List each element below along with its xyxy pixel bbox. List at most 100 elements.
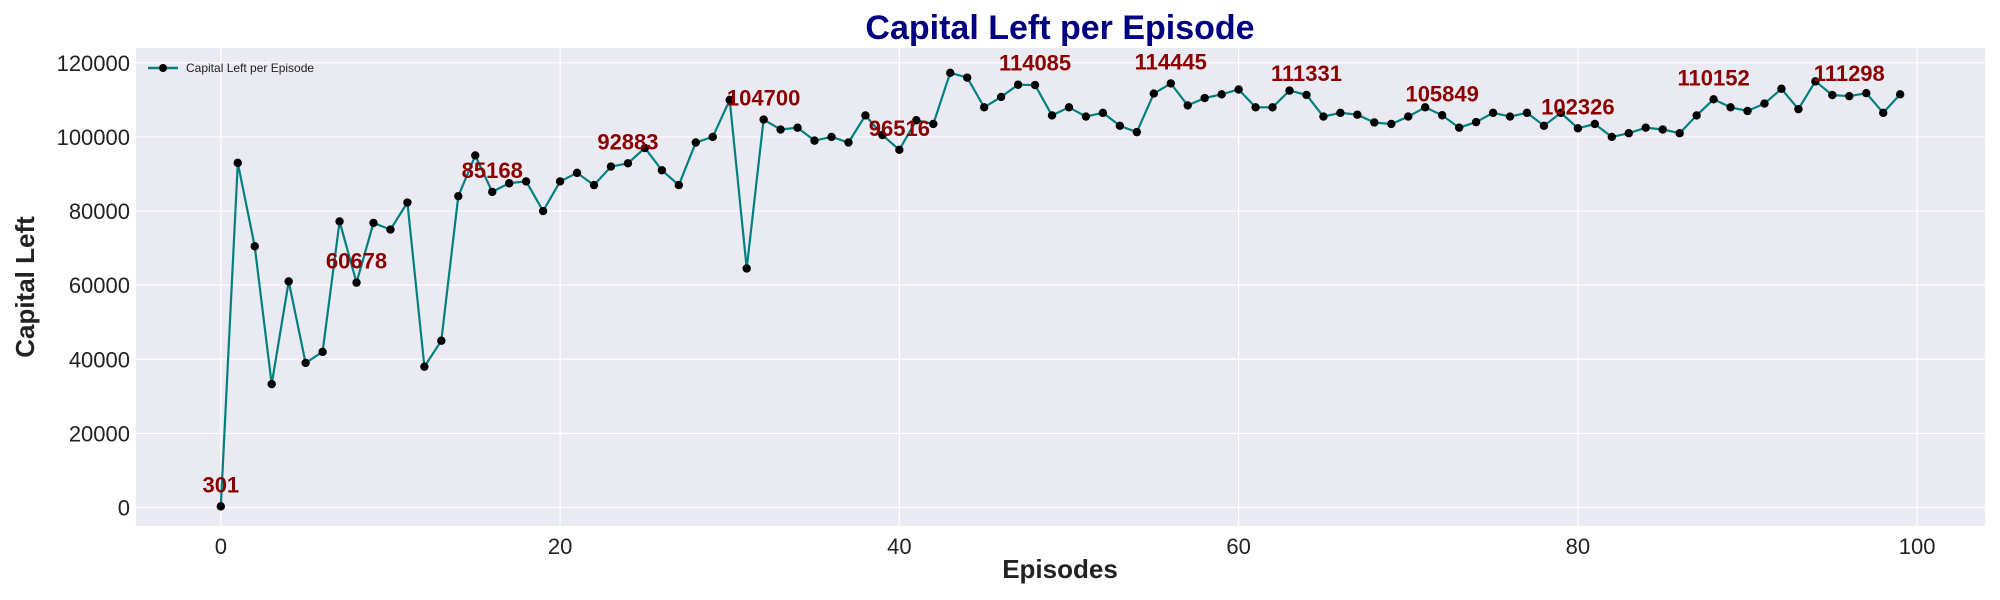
data-point bbox=[674, 180, 684, 190]
data-point bbox=[233, 158, 242, 168]
data-point bbox=[1573, 124, 1583, 133]
data-point bbox=[1285, 86, 1294, 95]
data-point bbox=[844, 138, 853, 147]
data-point bbox=[403, 198, 412, 207]
data-point bbox=[810, 136, 819, 145]
data-point bbox=[742, 264, 751, 273]
data-point bbox=[1726, 103, 1735, 112]
annotation-label: 60678 bbox=[326, 249, 387, 274]
data-point bbox=[776, 125, 785, 134]
annotation-label: 110152 bbox=[1677, 65, 1749, 90]
data-point bbox=[1709, 95, 1718, 104]
legend-label: Capital Left per Episode bbox=[186, 61, 314, 75]
data-point bbox=[878, 130, 887, 140]
data-point bbox=[1047, 111, 1057, 120]
data-point bbox=[1319, 112, 1328, 121]
data-point bbox=[488, 187, 497, 197]
data-point bbox=[1217, 90, 1226, 99]
data-point bbox=[1302, 90, 1311, 100]
data-point bbox=[1454, 123, 1464, 132]
data-point bbox=[1743, 106, 1752, 116]
data-point bbox=[606, 162, 616, 171]
data-point bbox=[267, 379, 276, 389]
data-point bbox=[912, 116, 921, 125]
y-tick-label: 20000 bbox=[69, 421, 130, 446]
data-point bbox=[1336, 108, 1345, 118]
data-point bbox=[929, 119, 938, 129]
data-point bbox=[1879, 108, 1888, 118]
data-point bbox=[1030, 80, 1040, 90]
y-tick-label: 60000 bbox=[69, 273, 130, 298]
y-tick-label: 80000 bbox=[69, 199, 130, 224]
data-point bbox=[1811, 77, 1820, 86]
data-point bbox=[1421, 103, 1430, 112]
data-point bbox=[1081, 112, 1091, 121]
data-point bbox=[657, 166, 667, 175]
data-point bbox=[301, 358, 310, 368]
data-point bbox=[827, 132, 836, 142]
data-point bbox=[1828, 90, 1837, 100]
data-point bbox=[1522, 108, 1532, 118]
annotation-label: 105849 bbox=[1405, 81, 1478, 106]
data-point bbox=[1624, 129, 1633, 138]
data-point bbox=[979, 103, 989, 112]
data-point bbox=[1149, 89, 1158, 98]
data-point bbox=[1387, 119, 1396, 129]
data-point bbox=[1437, 111, 1447, 120]
plot-area bbox=[136, 48, 1985, 526]
annotation-label: 96516 bbox=[869, 116, 930, 141]
data-point bbox=[352, 278, 361, 287]
data-point bbox=[1013, 80, 1023, 89]
data-point bbox=[420, 362, 429, 371]
x-tick-label: 80 bbox=[1566, 534, 1590, 559]
data-point bbox=[1556, 108, 1566, 118]
data-point bbox=[1692, 111, 1701, 120]
data-point bbox=[284, 277, 293, 286]
y-tick-label: 120000 bbox=[57, 51, 130, 76]
x-axis-ticks: 0 20 40 60 80 100 bbox=[215, 534, 1936, 559]
data-point bbox=[216, 502, 226, 511]
data-point bbox=[1590, 119, 1600, 129]
data-point bbox=[708, 132, 717, 142]
data-point bbox=[471, 151, 480, 160]
chart-title: Capital Left per Episode bbox=[865, 9, 1254, 47]
data-point bbox=[1115, 121, 1125, 131]
data-point bbox=[640, 143, 650, 153]
data-point bbox=[250, 242, 259, 251]
x-tick-label: 100 bbox=[1899, 534, 1936, 559]
data-point bbox=[996, 92, 1006, 102]
data-point bbox=[1370, 118, 1379, 127]
annotation-label: 111298 bbox=[1814, 61, 1885, 86]
data-point bbox=[437, 336, 446, 345]
data-point bbox=[963, 73, 972, 82]
y-tick-label: 100000 bbox=[57, 125, 130, 150]
data-point bbox=[1471, 117, 1481, 127]
data-point bbox=[759, 115, 768, 124]
data-point bbox=[369, 218, 378, 228]
data-point bbox=[946, 68, 955, 78]
data-point bbox=[1064, 103, 1074, 112]
series-layer bbox=[219, 71, 1902, 507]
legend-marker bbox=[159, 64, 167, 72]
data-point bbox=[1098, 108, 1108, 118]
data-point bbox=[1658, 125, 1667, 134]
annotation-label: 114085 bbox=[999, 51, 1071, 76]
data-point bbox=[318, 347, 327, 357]
series-line bbox=[219, 71, 1902, 507]
annotation-label: 104700 bbox=[727, 86, 800, 111]
data-point bbox=[589, 180, 599, 190]
data-point bbox=[1794, 104, 1803, 114]
data-point bbox=[572, 168, 582, 178]
annotation-label: 85168 bbox=[462, 158, 523, 183]
data-point bbox=[1760, 99, 1769, 108]
x-tick-label: 20 bbox=[548, 534, 572, 559]
data-point bbox=[1200, 93, 1209, 103]
data-point bbox=[1488, 108, 1498, 118]
annotation-label: 114445 bbox=[1135, 49, 1207, 74]
data-point bbox=[1607, 132, 1617, 142]
data-point bbox=[1777, 84, 1786, 93]
y-axis-label: Capital Left bbox=[10, 216, 40, 358]
x-tick-label: 0 bbox=[215, 534, 227, 559]
data-point bbox=[1132, 127, 1142, 137]
